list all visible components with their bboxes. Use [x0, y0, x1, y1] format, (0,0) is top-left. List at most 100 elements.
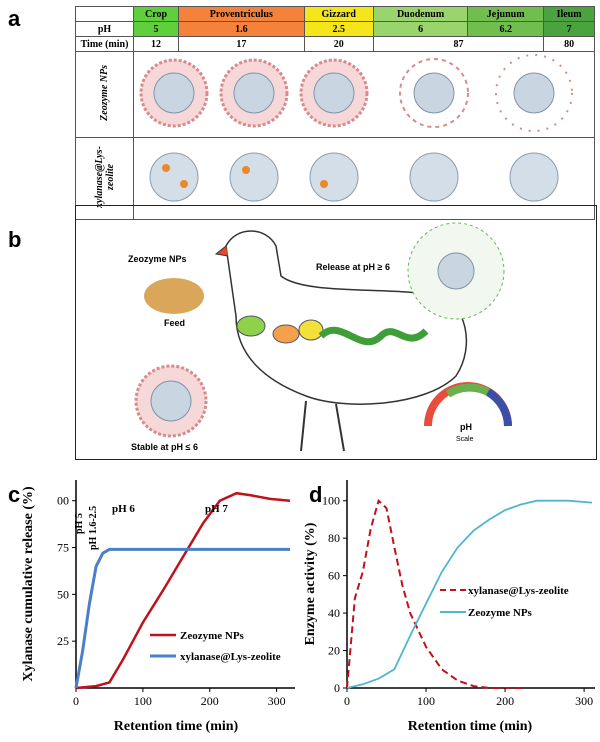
proventriculus: [272, 324, 300, 344]
ph-row: pH 5 1.6 2.5 6 6.2 7: [75, 21, 595, 37]
gi-tract-table: Crop Proventriculus Gizzard Duodenum Jej…: [75, 6, 595, 220]
ph-value: 6: [372, 21, 469, 37]
c-legend: Zeozyme NPs xylanase@Lys-zeolite: [150, 630, 281, 663]
crop: [236, 315, 266, 337]
ph-value: 5: [132, 21, 180, 37]
segment-ileum: Ileum: [543, 6, 595, 22]
ph-value: 7: [543, 21, 595, 37]
ph16-label: pH 1.6-2.5: [88, 506, 99, 550]
c-legend-lys: xylanase@Lys-zeolite: [180, 651, 281, 663]
lys-zeolite-images: [133, 137, 595, 220]
zeolite-particle: [309, 152, 359, 202]
d-xtick-label: 200: [496, 694, 514, 708]
c-xlabel: Retention time (min): [114, 719, 239, 734]
zeozyme-row-label-cell: Zeozyme NPs: [75, 51, 134, 138]
segment-gizzard: Gizzard: [303, 6, 374, 22]
zeozyme-label: Zeozyme NPs: [128, 254, 187, 264]
chart-c: 25 50 75 00 0 100 200 300 pH 5 pH 1.6-2.5 pH 6…: [21, 480, 295, 734]
c-ytick-label: 75: [57, 541, 69, 555]
zeozyme-particles-illustration: [139, 54, 573, 132]
segment-crop: Crop: [132, 6, 180, 22]
panel-label-c: c: [8, 482, 21, 507]
enzyme-dot: [162, 164, 170, 172]
zeozyme-particle-intact: [139, 58, 209, 128]
c-xtick-label: 200: [201, 694, 219, 708]
d-ytick-label: 0: [334, 681, 340, 695]
ph-scale-gauge: [424, 382, 512, 427]
c-series-line-1: [74, 547, 290, 689]
c-yticks: 25 50 75 00: [57, 494, 76, 648]
c-series-line-0: [75, 491, 291, 690]
c-ytick-label: 00: [57, 494, 69, 508]
enzyme-dot: [180, 180, 188, 188]
ph-value: 2.5: [303, 21, 374, 37]
table-corner: [75, 6, 134, 22]
zeozyme-particle-releasing: [399, 58, 469, 128]
chart-d: 0 20 40 60 80 100 0 100 200 300 xylanase@Lys-zeo…: [303, 480, 595, 734]
c-xticks: 0 100 200 300: [73, 688, 286, 708]
schematic-panel: Zeozyme NPs Feed Release at pH ≥ 6 Stabl…: [75, 205, 597, 460]
d-ytick-label: 40: [328, 606, 340, 620]
ph-value: 6.2: [467, 21, 545, 37]
zeozyme-row-label: Zeozyme NPs: [99, 65, 110, 121]
feed-pile: [144, 278, 204, 314]
chicken-legs: [300, 400, 345, 452]
c-xtick-label: 100: [134, 694, 152, 708]
d-xticks: 0 100 200 300: [344, 688, 593, 708]
time-value: 20: [303, 36, 374, 52]
zeozyme-particle-released: [495, 54, 573, 132]
panel-label-d: d: [309, 482, 323, 507]
c-legend-zeozyme: Zeozyme NPs: [180, 630, 245, 642]
released-particle: [437, 252, 475, 290]
d-legend: xylanase@Lys-zeolite Zeozyme NPs: [440, 585, 569, 619]
ph7-label: pH 7: [205, 503, 228, 515]
intestine: [318, 326, 429, 346]
release-label: Release at pH ≥ 6: [316, 262, 390, 272]
zeolite-particle: [149, 152, 199, 202]
segment-jejunum: Jejunum: [467, 6, 545, 22]
c-ytick-label: 50: [57, 587, 69, 601]
segment-proventriculus: Proventriculus: [178, 6, 305, 22]
c-ytick-label: 25: [57, 634, 69, 648]
zeolite-particle: [509, 152, 559, 202]
stable-particle: [150, 380, 192, 422]
d-xtick-label: 100: [417, 694, 435, 708]
lys-zeolite-row: xylanase@Lys-zeolite: [75, 137, 595, 220]
zeozyme-particle-intact: [219, 58, 289, 128]
d-yticks: 0 20 40 60 80 100: [322, 494, 347, 695]
d-xtick-label: 300: [575, 694, 593, 708]
time-value: 80: [543, 36, 595, 52]
gizzard: [298, 319, 324, 341]
time-row-label: Time (min): [75, 36, 134, 52]
ph6-label: pH 6: [112, 503, 135, 515]
d-ytick-label: 80: [328, 531, 340, 545]
d-xtick-label: 0: [344, 694, 350, 708]
d-legend-zeozyme: Zeozyme NPs: [468, 607, 533, 619]
d-xlabel: Retention time (min): [408, 719, 533, 734]
c-series-group: [74, 491, 291, 690]
ph-row-label: pH: [75, 21, 134, 37]
feed-label: Feed: [164, 318, 186, 328]
enzyme-dot: [320, 180, 328, 188]
panel-label-a: a: [8, 6, 21, 31]
enzyme-dot: [242, 166, 250, 174]
d-series-line-0: [346, 498, 521, 689]
d-series-line-1: [346, 499, 593, 689]
c-ylabel: Xylanase cumulative release (%): [21, 486, 36, 682]
d-ylabel: Enzyme activity (%): [303, 522, 318, 645]
d-ytick-label: 60: [328, 569, 340, 583]
d-ytick-label: 100: [322, 494, 340, 508]
time-row: Time (min) 12 17 20 87 80: [75, 36, 595, 52]
zeolite-particle: [409, 152, 459, 202]
ph5-label: pH 5: [74, 513, 85, 534]
zeozyme-images: [133, 51, 595, 138]
segment-duodenum: Duodenum: [372, 6, 469, 22]
ph-value: 1.6: [178, 21, 305, 37]
zeozyme-particle-intact: [299, 58, 369, 128]
lys-zeolite-particles-illustration: [149, 152, 559, 202]
d-legend-lys: xylanase@Lys-zeolite: [468, 585, 569, 597]
c-xtick-label: 300: [268, 694, 286, 708]
stable-label: Stable at pH ≤ 6: [131, 442, 198, 452]
d-series-group: [346, 498, 593, 689]
chicken-beak: [214, 245, 229, 257]
